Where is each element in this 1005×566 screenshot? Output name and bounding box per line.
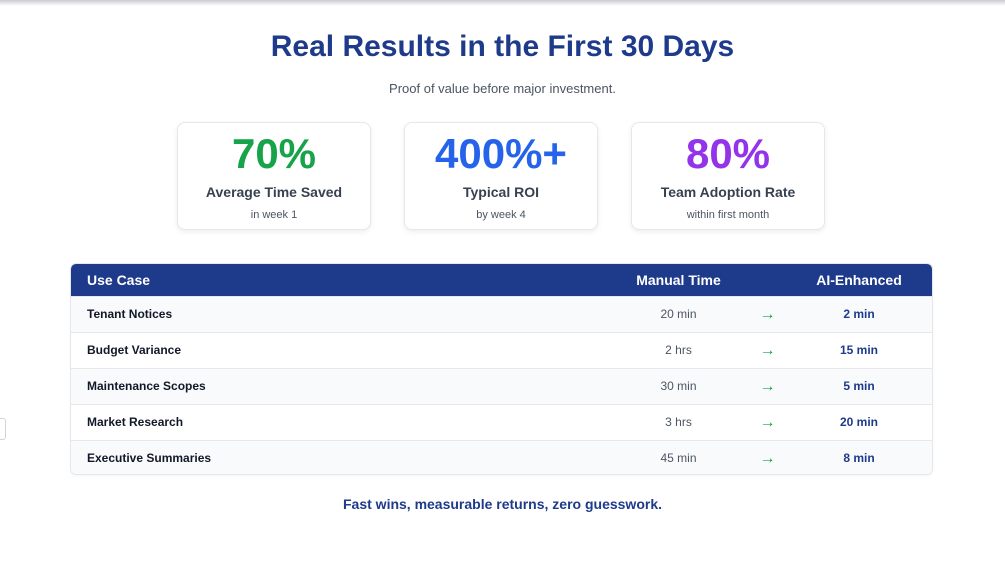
manual-time-cell: 45 min bbox=[660, 451, 697, 465]
ai-time-cell: 5 min bbox=[843, 379, 875, 393]
use-case-cell: Budget Variance bbox=[87, 343, 182, 357]
stat-label: Typical ROI bbox=[463, 184, 539, 200]
manual-time-cell: 2 hrs bbox=[665, 343, 692, 357]
table-row: Tenant Notices 20 min → 2 min bbox=[71, 296, 932, 332]
table-row: Market Research 3 hrs → 20 min bbox=[71, 404, 932, 440]
table-row: Maintenance Scopes 30 min → 5 min bbox=[71, 368, 932, 404]
use-case-cell: Maintenance Scopes bbox=[87, 379, 206, 393]
arrow-right-icon: → bbox=[759, 342, 776, 359]
header-use-case: Use Case bbox=[87, 272, 151, 288]
stat-value: 80% bbox=[685, 130, 771, 177]
table-header: Use Case Manual Time AI-Enhanced bbox=[71, 264, 932, 296]
ai-time-cell: 2 min bbox=[843, 307, 875, 321]
arrow-right-icon: → bbox=[759, 450, 776, 467]
manual-time-cell: 3 hrs bbox=[665, 415, 692, 429]
page-subtitle: Proof of value before major investment. bbox=[389, 81, 616, 96]
ai-time-cell: 8 min bbox=[843, 451, 875, 465]
stat-value: 70% bbox=[231, 130, 317, 177]
stat-sublabel: by week 4 bbox=[476, 209, 526, 221]
side-panel-handle[interactable] bbox=[0, 418, 6, 440]
arrow-right-icon: → bbox=[759, 306, 776, 323]
manual-time-cell: 20 min bbox=[660, 307, 697, 321]
stat-card-time-saved: 70% Average Time Saved in week 1 bbox=[177, 122, 371, 230]
footer-tagline: Fast wins, measurable returns, zero gues… bbox=[343, 496, 662, 512]
arrow-right-icon: → bbox=[759, 414, 776, 431]
ai-time-cell: 15 min bbox=[839, 343, 878, 357]
table-row: Executive Summaries 45 min → 8 min bbox=[71, 440, 932, 474]
stat-value: 400%+ bbox=[435, 130, 567, 177]
header-manual-time: Manual Time bbox=[636, 272, 721, 288]
stat-label: Average Time Saved bbox=[205, 184, 343, 200]
page-title: Real Results in the First 30 Days bbox=[270, 30, 735, 63]
use-case-cell: Executive Summaries bbox=[87, 451, 212, 465]
manual-time-cell: 30 min bbox=[660, 379, 697, 393]
ai-time-cell: 20 min bbox=[839, 415, 878, 429]
table-row: Budget Variance 2 hrs → 15 min bbox=[71, 332, 932, 368]
comparison-table: Use Case Manual Time AI-Enhanced Tenant … bbox=[70, 263, 933, 475]
use-case-cell: Tenant Notices bbox=[87, 307, 173, 321]
stat-card-roi: 400%+ Typical ROI by week 4 bbox=[404, 122, 598, 230]
stat-label: Team Adoption Rate bbox=[660, 184, 796, 200]
stat-sublabel: within first month bbox=[686, 209, 770, 221]
use-case-cell: Market Research bbox=[87, 415, 184, 429]
arrow-right-icon: → bbox=[759, 378, 776, 395]
header-ai-enhanced: AI-Enhanced bbox=[816, 272, 902, 288]
stat-card-adoption: 80% Team Adoption Rate within first mont… bbox=[631, 122, 825, 230]
window-top-shadow bbox=[0, 0, 1005, 6]
stat-sublabel: in week 1 bbox=[250, 209, 298, 221]
